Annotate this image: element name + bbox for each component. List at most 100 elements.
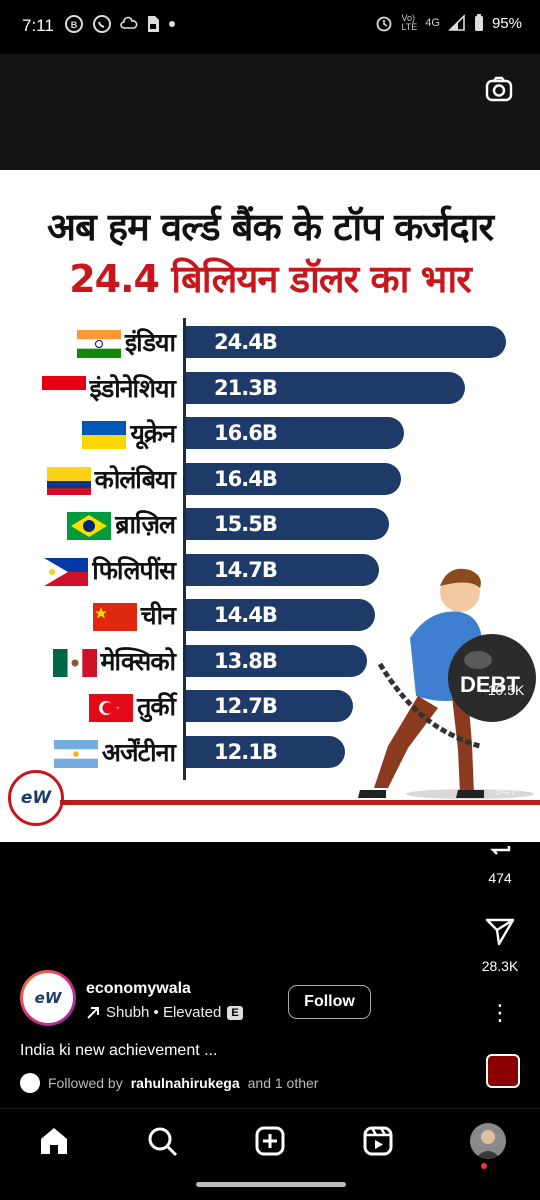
bar-value-label: 14.7B — [214, 557, 278, 582]
brand-logo-text: eW — [20, 788, 52, 808]
bar-value-label: 12.7B — [214, 694, 278, 718]
author-avatar[interactable]: eW — [20, 970, 76, 1026]
chart-row: फिलिपींस 14.7B — [0, 553, 540, 588]
chart-row: कोलंबिया 16.4B — [0, 462, 540, 497]
bar-value-label: 15.5B — [214, 512, 278, 536]
followed-by-suffix: and 1 other — [247, 1075, 319, 1091]
notification-dot — [481, 1163, 487, 1169]
country-label: कोलंबिया — [94, 464, 176, 494]
bar-value-label: 13.8B — [214, 648, 278, 673]
notification-icons: B — [64, 14, 176, 34]
chart-row: चीन 14.4B — [0, 599, 540, 633]
alarm-icon — [377, 16, 392, 32]
country-label: तुर्की — [137, 692, 176, 721]
bar: 15.5B — [186, 508, 389, 540]
chart-row: तुर्की 12.7B — [0, 690, 540, 724]
bar: 14.4B — [186, 599, 375, 631]
battery-percent: 95% — [491, 14, 522, 32]
post-caption[interactable]: India ki new achievement ... — [20, 1042, 218, 1059]
svg-text:B: B — [71, 20, 78, 30]
share-count: 28.3K — [481, 958, 519, 974]
brand-logo: eW — [8, 770, 64, 826]
status-bar: 7:11 B Vo) LTE 4G 95% — [0, 0, 540, 54]
bottom-rule — [60, 800, 540, 805]
follower-avatar — [20, 1073, 40, 1093]
create-icon[interactable] — [252, 1123, 288, 1159]
flag-china-icon — [93, 603, 137, 631]
country-label: अर्जेंटीना — [101, 737, 176, 767]
bar: 12.1B — [186, 735, 345, 768]
bar: 12.7B — [186, 690, 353, 722]
followed-by-prefix: Followed by — [48, 1075, 123, 1091]
bar-value-label: 16.4B — [214, 466, 278, 491]
cloud-icon — [120, 16, 138, 29]
home-indicator[interactable] — [196, 1182, 346, 1187]
share-action[interactable]: 28.3K — [470, 914, 530, 974]
country-label: फिलिपींस — [92, 555, 176, 585]
audio-info[interactable]: Shubh • Elevated E — [86, 1004, 243, 1021]
follow-button[interactable]: Follow — [288, 985, 371, 1019]
search-icon[interactable] — [144, 1123, 180, 1159]
whatsapp-icon — [93, 15, 111, 33]
bar-value-label: 21.3B — [214, 375, 278, 400]
bar-value-label: 16.6B — [214, 421, 278, 445]
profile-avatar[interactable] — [470, 1123, 506, 1159]
post-image[interactable]: अब हम वर्ल्ड बैंक के टॉप कर्जदार 24.4 बि… — [0, 170, 540, 842]
reel-top-area — [0, 54, 540, 170]
bottom-nav — [0, 1108, 540, 1200]
country-label: चीन — [140, 601, 176, 630]
flag-mexico-icon — [53, 648, 97, 677]
country-label: इंडिया — [124, 328, 176, 357]
reels-icon[interactable] — [360, 1123, 396, 1159]
battery-icon — [474, 14, 483, 31]
bar: 16.4B — [186, 462, 401, 495]
sim-icon — [148, 16, 159, 32]
status-time: 7:11 — [22, 16, 54, 35]
send-icon[interactable] — [483, 914, 517, 948]
headline-line-2: 24.4 बिलियन डॉलर का भार — [69, 257, 472, 301]
bar: 24.4B — [186, 326, 506, 358]
flag-philippines-icon — [44, 557, 88, 586]
bar-value-label: 12.1B — [214, 739, 278, 764]
flag-indonesia-icon — [42, 375, 86, 404]
comment-count: 947 — [494, 782, 518, 798]
flag-turkey-icon — [89, 694, 133, 722]
whatsapp-business-icon: B — [65, 15, 83, 33]
repost-icon[interactable] — [483, 826, 517, 860]
bar: 16.6B — [186, 417, 404, 449]
chart-axis — [183, 318, 186, 780]
headline-line-1: अब हम वर्ल्ड बैंक के टॉप कर्जदार — [46, 205, 494, 249]
bar: 13.8B — [186, 644, 367, 677]
chart-row: मेक्सिको 13.8B — [0, 644, 540, 679]
repost-count: 474 — [488, 870, 512, 886]
country-label: मेक्सिको — [100, 646, 176, 676]
followed-by[interactable]: Followed by rahulnahirukega and 1 other — [20, 1073, 318, 1093]
repost-action[interactable]: 474 — [470, 826, 530, 886]
bar-value-label: 14.4B — [214, 603, 278, 627]
chart-row: ब्राज़िल 15.5B — [0, 508, 540, 542]
debt-illustration: DEBT — [358, 568, 536, 799]
signal-icon — [448, 14, 465, 31]
comment-icon[interactable] — [489, 742, 523, 777]
followed-by-user: rahulnahirukega — [130, 1075, 240, 1091]
network-label: Vo) LTE — [401, 13, 418, 32]
flag-colombia-icon — [47, 466, 91, 495]
bar: 21.3B — [186, 371, 465, 404]
camera-icon[interactable] — [484, 74, 514, 104]
like-action[interactable]: 10.5K — [476, 676, 536, 698]
more-options-icon[interactable]: ⋮ — [489, 1001, 511, 1026]
flag-india-icon — [77, 330, 121, 358]
audio-thumbnail[interactable] — [486, 1054, 520, 1088]
home-icon[interactable] — [36, 1123, 72, 1159]
chart-row: इंडोनेशिया 21.3B — [0, 371, 540, 406]
flag-brazil-icon — [67, 512, 111, 540]
trending-arrow-icon — [87, 1006, 99, 1019]
system-icons: Vo) LTE 4G 95% — [375, 14, 522, 32]
debt-illustration-text: DEBT — [460, 672, 520, 697]
bar-value-label: 24.4B — [214, 330, 278, 354]
comment-action[interactable]: 947 — [476, 742, 536, 798]
chart-row: इंडिया 24.4B — [0, 326, 540, 360]
country-label: यूक्रेन — [130, 419, 176, 448]
chart-row: अर्जेंटीना 12.1B — [0, 735, 540, 770]
author-name[interactable]: economywala — [86, 980, 191, 997]
